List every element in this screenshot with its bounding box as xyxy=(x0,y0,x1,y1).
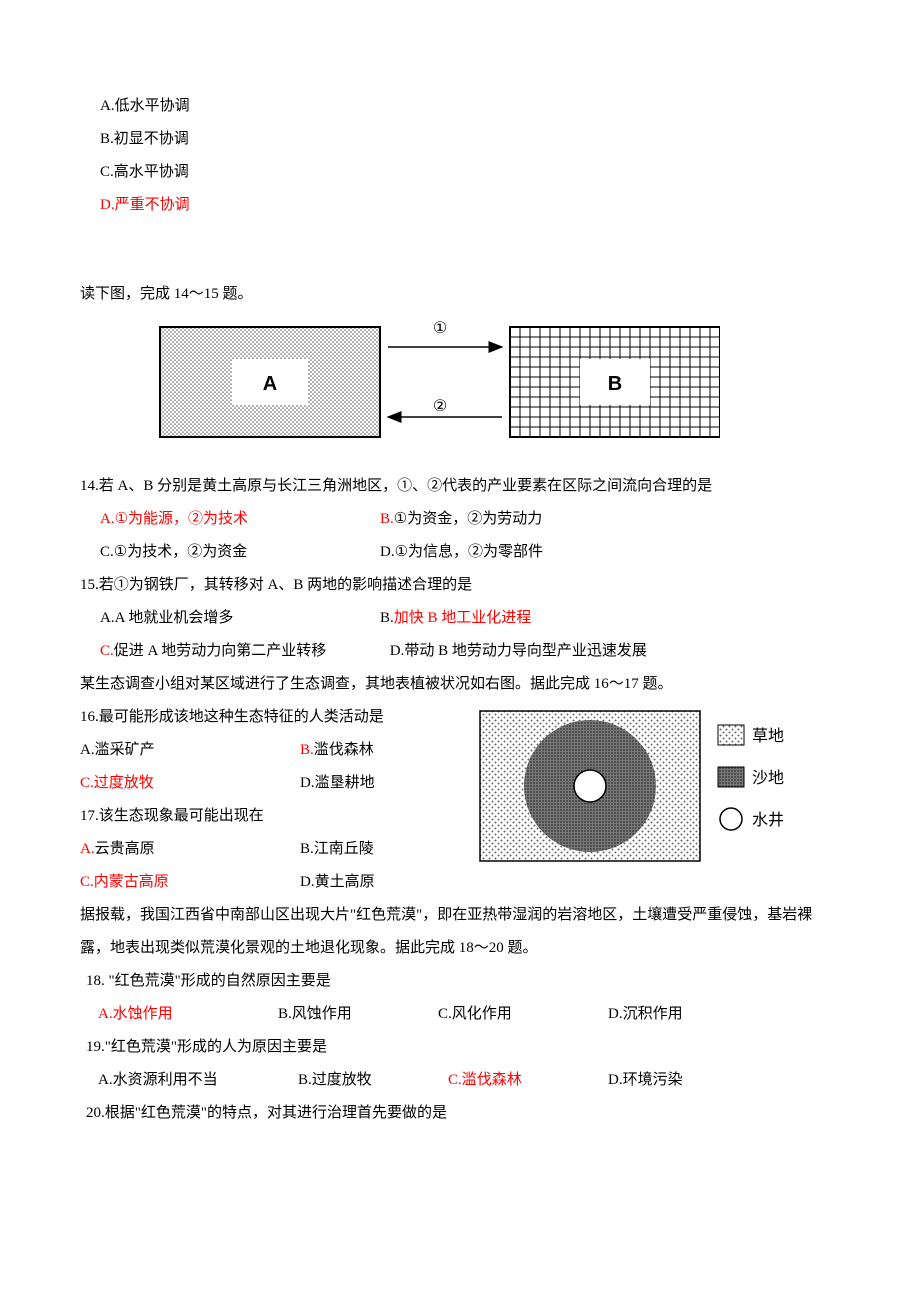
legend-well-swatch xyxy=(720,808,742,830)
q16-a: A.滥采矿产 xyxy=(80,734,300,767)
q17-b: B.江南丘陵 xyxy=(300,833,374,866)
pre-option-d: D.严重不协调 xyxy=(80,189,840,222)
q19-d: D.环境污染 xyxy=(608,1064,683,1097)
q14-a-text: ①为能源，②为技术 xyxy=(115,511,248,527)
box-a-label: A xyxy=(263,373,277,395)
q15-c-text: 促进 A 地劳动力向第二产业转移 xyxy=(114,643,327,659)
q18-a-text: 水蚀作用 xyxy=(113,1006,173,1022)
legend-sand-swatch xyxy=(718,767,744,787)
q18-d: D.沉积作用 xyxy=(608,998,683,1031)
q14-d: D.①为信息，②为零部件 xyxy=(380,536,543,569)
legend-grass-swatch xyxy=(718,725,744,745)
q16-b-text: 滥伐森林 xyxy=(314,742,374,758)
q14-b-text: ①为资金，②为劳动力 xyxy=(394,511,542,527)
q15-row2: C.促进 A 地劳动力向第二产业转移 D.带动 B 地劳动力导向型产业迅速发展 xyxy=(80,635,840,668)
legend-sand-label: 沙地 xyxy=(752,769,784,787)
arrow-2-label: ② xyxy=(433,398,447,415)
q16-row1: A.滥采矿产 B.滥伐森林 xyxy=(80,734,460,767)
q15-b: B.加快 B 地工业化进程 xyxy=(380,602,531,635)
q17-row2: C.内蒙古高原 D.黄土高原 xyxy=(80,866,460,899)
q18-b: B.风蚀作用 xyxy=(278,998,438,1031)
q17-stem: 17.该生态现象最可能出现在 xyxy=(80,800,460,833)
q19-options: A.水资源利用不当 B.过度放牧 C.滥伐森林 D.环境污染 xyxy=(80,1064,840,1097)
q16-c-prefix: C. xyxy=(80,775,94,791)
q18-a-prefix: A. xyxy=(98,1006,113,1022)
q16-c: C.过度放牧 xyxy=(80,767,300,800)
q14-row2: C.①为技术，②为资金 D.①为信息，②为零部件 xyxy=(80,536,840,569)
q17-c: C.内蒙古高原 xyxy=(80,866,300,899)
q17-a-prefix: A. xyxy=(80,841,95,857)
lead-14-15: 读下图，完成 14～15 题。 xyxy=(80,278,840,311)
exam-page: A.低水平协调 B.初显不协调 C.高水平协调 D.严重不协调 读下图，完成 1… xyxy=(0,0,920,1302)
q15-a: A.A 地就业机会增多 xyxy=(80,602,380,635)
q16-d: D.滥垦耕地 xyxy=(300,767,375,800)
q15-stem: 15.若①为钢铁厂，其转移对 A、B 两地的影响描述合理的是 xyxy=(80,569,840,602)
spacer xyxy=(80,222,840,278)
q14-b: B.①为资金，②为劳动力 xyxy=(380,503,542,536)
q17-a-text: 云贵高原 xyxy=(95,841,155,857)
q18-a: A.水蚀作用 xyxy=(98,998,278,1031)
q14-a-prefix: A. xyxy=(100,511,115,527)
pre-option-a: A.低水平协调 xyxy=(80,90,840,123)
q17-row1: A.云贵高原 B.江南丘陵 xyxy=(80,833,460,866)
lead-18-20: 据报载，我国江西省中南部山区出现大片"红色荒漠"，即在亚热带湿润的岩溶地区，土壤… xyxy=(80,899,840,965)
q15-b-prefix: B. xyxy=(380,610,394,626)
q14-c: C.①为技术，②为资金 xyxy=(80,536,380,569)
q16-17-left: 16.最可能形成该地这种生态特征的人类活动是 A.滥采矿产 B.滥伐森林 C.过… xyxy=(80,701,460,899)
q16-b-prefix: B. xyxy=(300,742,314,758)
q16-b: B.滥伐森林 xyxy=(300,734,374,767)
q16-17-block: 16.最可能形成该地这种生态特征的人类活动是 A.滥采矿产 B.滥伐森林 C.过… xyxy=(80,701,840,899)
q19-stem: 19."红色荒漠"形成的人为原因主要是 xyxy=(80,1031,840,1064)
figure-1-svg: A B ① ② xyxy=(120,317,720,447)
arrow-1-label: ① xyxy=(433,320,447,337)
q18-c: C.风化作用 xyxy=(438,998,608,1031)
q14-b-prefix: B. xyxy=(380,511,394,527)
q16-row2: C.过度放牧 D.滥垦耕地 xyxy=(80,767,460,800)
q15-c-prefix: C. xyxy=(100,643,114,659)
q14-stem: 14.若 A、B 分别是黄土高原与长江三角洲地区，①、②代表的产业要素在区际之间… xyxy=(80,470,840,503)
lead-16-17: 某生态调查小组对某区域进行了生态调查，其地表植被状况如右图。据此完成 16～17… xyxy=(80,668,840,701)
q17-c-text: 内蒙古高原 xyxy=(94,874,169,890)
figure-2-svg: 草地 沙地 水井 xyxy=(470,701,840,871)
q14-row1: A.①为能源，②为技术 B.①为资金，②为劳动力 xyxy=(80,503,840,536)
q18-stem: 18. "红色荒漠"形成的自然原因主要是 xyxy=(80,965,840,998)
q20-stem: 20.根据"红色荒漠"的特点，对其进行治理首先要做的是 xyxy=(80,1097,840,1130)
q18-options: A.水蚀作用 B.风蚀作用 C.风化作用 D.沉积作用 xyxy=(80,998,840,1031)
q19-c-text: 滥伐森林 xyxy=(462,1072,522,1088)
q19-a: A.水资源利用不当 xyxy=(98,1064,298,1097)
q16-stem: 16.最可能形成该地这种生态特征的人类活动是 xyxy=(80,701,460,734)
q15-b-text: 加快 B 地工业化进程 xyxy=(394,610,532,626)
q17-d: D.黄土高原 xyxy=(300,866,375,899)
q15-d: D.带动 B 地劳动力导向型产业迅速发展 xyxy=(390,643,647,659)
q14-a: A.①为能源，②为技术 xyxy=(80,503,380,536)
q19-c-prefix: C. xyxy=(448,1072,462,1088)
legend-grass-label: 草地 xyxy=(752,727,784,745)
q17-a: A.云贵高原 xyxy=(80,833,300,866)
pre-option-c: C.高水平协调 xyxy=(80,156,840,189)
q19-b: B.过度放牧 xyxy=(298,1064,448,1097)
q17-c-prefix: C. xyxy=(80,874,94,890)
figure-1: A B ① ② xyxy=(80,317,840,460)
figure-2: 草地 沙地 水井 xyxy=(460,701,840,884)
legend-well-label: 水井 xyxy=(752,811,784,829)
q16-c-text: 过度放牧 xyxy=(94,775,154,791)
well-circle xyxy=(574,770,606,802)
pre-option-b: B.初显不协调 xyxy=(80,123,840,156)
q15-row1: A.A 地就业机会增多 B.加快 B 地工业化进程 xyxy=(80,602,840,635)
box-b-label: B xyxy=(608,373,622,395)
q19-c: C.滥伐森林 xyxy=(448,1064,608,1097)
